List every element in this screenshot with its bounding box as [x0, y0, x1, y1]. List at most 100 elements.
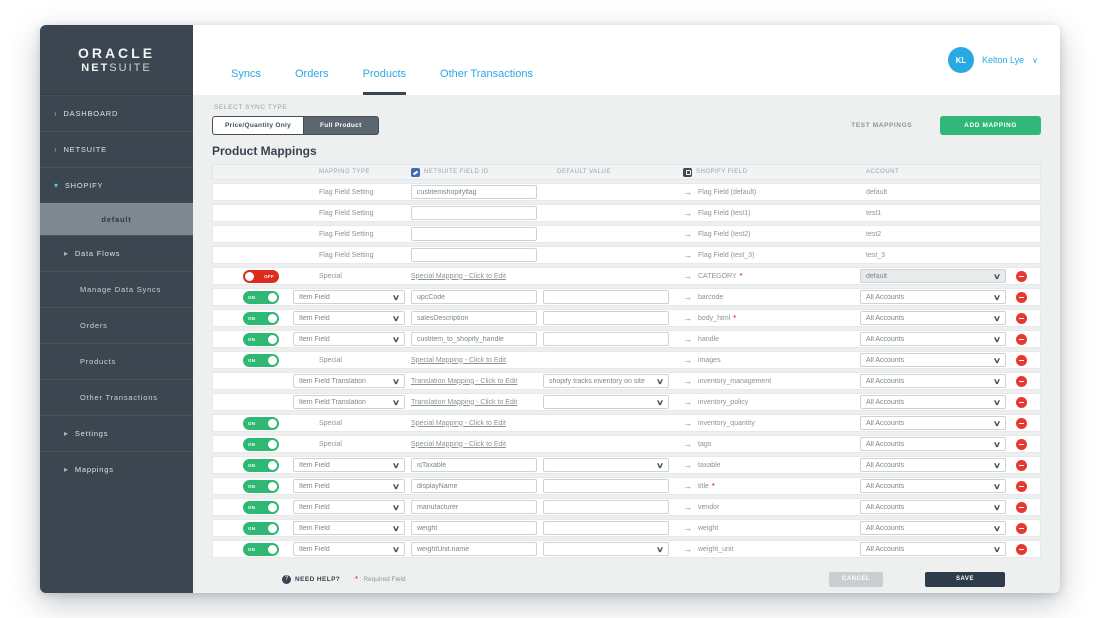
account-select[interactable]: All Accounts ∨: [860, 290, 1006, 304]
row-toggle[interactable]: ON: [243, 458, 279, 472]
sidebar-item-settings[interactable]: ▸ Settings: [40, 415, 193, 451]
account-select[interactable]: All Accounts ∨: [860, 311, 1006, 325]
remove-mapping-icon[interactable]: [1016, 438, 1027, 450]
default-value-select[interactable]: ∨: [543, 542, 669, 556]
add-mapping-button[interactable]: ADD MAPPING: [940, 115, 1041, 135]
netsuite-field-input[interactable]: [411, 206, 537, 220]
netsuite-field-input[interactable]: [411, 332, 537, 346]
netsuite-field-input[interactable]: [411, 311, 537, 325]
remove-mapping-icon[interactable]: [1016, 270, 1027, 282]
row-toggle[interactable]: ON: [243, 353, 279, 367]
account-select[interactable]: All Accounts ∨: [860, 353, 1006, 367]
account-select[interactable]: All Accounts ∨: [860, 521, 1006, 535]
row-toggle[interactable]: ON: [243, 437, 279, 451]
mapping-type-select[interactable]: Item Field ∨: [293, 542, 405, 556]
row-toggle[interactable]: ON: [243, 500, 279, 514]
mapping-edit-link[interactable]: Special Mapping - Click to Edit: [411, 440, 506, 448]
row-toggle[interactable]: ON: [243, 290, 279, 304]
netsuite-field-input[interactable]: [411, 458, 537, 472]
row-toggle[interactable]: ON: [243, 416, 279, 430]
default-value-select[interactable]: shopify tracks inventory on site ∨: [543, 374, 669, 388]
need-help-link[interactable]: NEED HELP?: [295, 575, 341, 583]
mapping-type-select[interactable]: Item Field Translation ∨: [293, 395, 405, 409]
sidebar-item-data-flows[interactable]: ▸ Data Flows: [40, 235, 193, 271]
default-value-input[interactable]: [543, 521, 669, 535]
remove-mapping-icon[interactable]: [1016, 480, 1027, 492]
tab-orders[interactable]: Orders: [294, 68, 329, 80]
mapping-type-select[interactable]: Item Field ∨: [293, 290, 405, 304]
remove-mapping-icon[interactable]: [1016, 375, 1027, 387]
remove-mapping-icon[interactable]: [1016, 333, 1027, 345]
account-select[interactable]: All Accounts ∨: [860, 437, 1006, 451]
account-select[interactable]: All Accounts ∨: [860, 332, 1006, 346]
row-toggle[interactable]: ON: [243, 479, 279, 493]
remove-mapping-icon[interactable]: [1016, 522, 1027, 534]
default-value-input[interactable]: [543, 332, 669, 346]
mapping-edit-link[interactable]: Translation Mapping - Click to Edit: [411, 398, 518, 406]
test-mappings-link[interactable]: TEST MAPPINGS: [851, 121, 913, 129]
default-value-input[interactable]: [543, 479, 669, 493]
netsuite-field-input[interactable]: [411, 248, 537, 262]
account-select[interactable]: All Accounts ∨: [860, 416, 1006, 430]
full-product-button[interactable]: Full Product: [304, 115, 379, 135]
user-menu[interactable]: KL Kelton Lye ∨: [947, 47, 1038, 73]
account-select[interactable]: All Accounts ∨: [860, 500, 1006, 514]
sidebar-item-dashboard[interactable]: › DASHBOARD: [40, 95, 193, 131]
remove-mapping-icon[interactable]: [1016, 417, 1027, 429]
sidebar-item-shopify[interactable]: ▾ SHOPIFY: [40, 167, 193, 203]
mapping-type-select[interactable]: Item Field ∨: [293, 521, 405, 535]
mapping-edit-link[interactable]: Special Mapping - Click to Edit: [411, 419, 506, 427]
account-select[interactable]: All Accounts ∨: [860, 542, 1006, 556]
remove-mapping-icon[interactable]: [1016, 312, 1027, 324]
remove-mapping-icon[interactable]: [1016, 543, 1027, 555]
row-toggle[interactable]: ON: [243, 332, 279, 346]
sidebar-item-other-transactions[interactable]: Other Transactions: [40, 379, 193, 415]
mapping-edit-link[interactable]: Translation Mapping - Click to Edit: [411, 377, 518, 385]
sidebar-item-default[interactable]: default: [40, 203, 193, 235]
row-toggle[interactable]: ON: [243, 311, 279, 325]
account-select[interactable]: All Accounts ∨: [860, 395, 1006, 409]
netsuite-field-input[interactable]: [411, 290, 537, 304]
row-toggle[interactable]: ON: [243, 521, 279, 535]
mapping-edit-link[interactable]: Special Mapping - Click to Edit: [411, 356, 506, 364]
mapping-edit-link[interactable]: Special Mapping - Click to Edit: [411, 272, 506, 280]
account-select[interactable]: All Accounts ∨: [860, 374, 1006, 388]
cancel-button[interactable]: CANCEL: [829, 571, 883, 587]
default-value-input[interactable]: [543, 290, 669, 304]
netsuite-field-input[interactable]: [411, 521, 537, 535]
account-select[interactable]: All Accounts ∨: [860, 479, 1006, 493]
account-select[interactable]: All Accounts ∨: [860, 458, 1006, 472]
row-toggle[interactable]: ON: [243, 542, 279, 556]
default-value-select[interactable]: ∨: [543, 395, 669, 409]
mapping-type-select[interactable]: Item Field ∨: [293, 479, 405, 493]
netsuite-field-input[interactable]: [411, 542, 537, 556]
save-button[interactable]: SAVE: [925, 571, 1005, 587]
netsuite-field-input[interactable]: [411, 479, 537, 493]
sidebar-item-mappings[interactable]: ▸ Mappings: [40, 451, 193, 487]
default-value-input[interactable]: [543, 311, 669, 325]
default-value-select[interactable]: ∨: [543, 458, 669, 472]
mapping-type-select[interactable]: Item Field ∨: [293, 458, 405, 472]
sidebar-item-netsuite[interactable]: › NETSUITE: [40, 131, 193, 167]
remove-mapping-icon[interactable]: [1016, 501, 1027, 513]
row-toggle[interactable]: OFF: [243, 269, 279, 283]
netsuite-field-input[interactable]: [411, 185, 537, 199]
mapping-type-select[interactable]: Item Field ∨: [293, 500, 405, 514]
sidebar-item-products[interactable]: Products: [40, 343, 193, 379]
remove-mapping-icon[interactable]: [1016, 354, 1027, 366]
netsuite-field-input[interactable]: [411, 500, 537, 514]
account-select[interactable]: default ∨: [860, 269, 1006, 283]
netsuite-field-input[interactable]: [411, 227, 537, 241]
sidebar-item-orders[interactable]: Orders: [40, 307, 193, 343]
price-quantity-only-button[interactable]: Price/Quantity Only: [212, 115, 305, 135]
remove-mapping-icon[interactable]: [1016, 459, 1027, 471]
remove-mapping-icon[interactable]: [1016, 291, 1027, 303]
tab-other-transactions[interactable]: Other Transactions: [440, 68, 533, 80]
mapping-type-select[interactable]: Item Field Translation ∨: [293, 374, 405, 388]
sidebar-item-manage-data-syncs[interactable]: Manage Data Syncs: [40, 271, 193, 307]
tab-products[interactable]: Products: [362, 68, 407, 95]
default-value-input[interactable]: [543, 500, 669, 514]
remove-mapping-icon[interactable]: [1016, 396, 1027, 408]
mapping-type-select[interactable]: Item Field ∨: [293, 311, 405, 325]
mapping-type-select[interactable]: Item Field ∨: [293, 332, 405, 346]
